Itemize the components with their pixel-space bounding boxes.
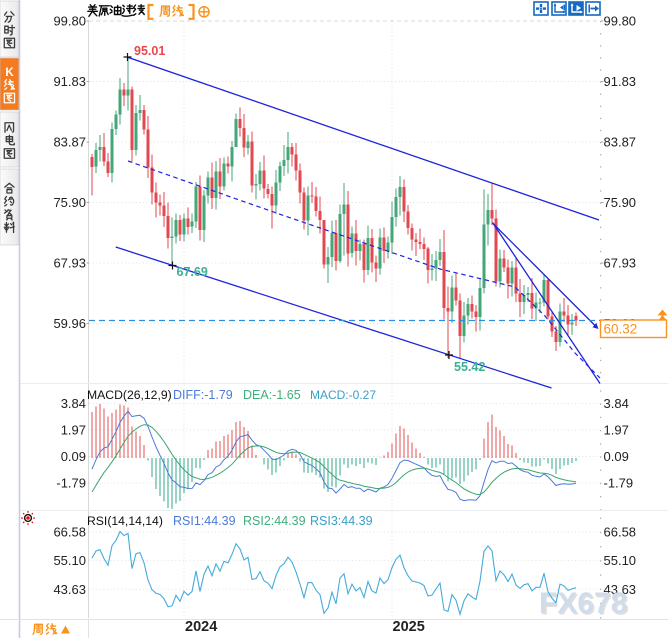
svg-text:59.96: 59.96 [53,316,86,331]
svg-text:RSI2:44.39: RSI2:44.39 [243,514,306,528]
svg-text:91.83: 91.83 [604,74,637,89]
svg-text:43.63: 43.63 [604,582,637,597]
svg-text:91.83: 91.83 [53,74,86,89]
svg-text:66.58: 66.58 [604,524,637,539]
svg-text:MACD:-0.27: MACD:-0.27 [310,388,376,402]
svg-text:FX678: FX678 [539,587,627,620]
svg-text:RSI3:44.39: RSI3:44.39 [310,514,373,528]
svg-text:RSI1:44.39: RSI1:44.39 [173,514,236,528]
svg-text:55.10: 55.10 [604,553,637,568]
svg-text:83.87: 83.87 [53,135,86,150]
svg-text:K: K [5,67,14,79]
svg-text:95.01: 95.01 [134,44,165,58]
svg-text:DEA:-1.65: DEA:-1.65 [243,388,301,402]
svg-text:FX678: FX678 [541,589,629,622]
svg-text:1.97: 1.97 [61,423,86,438]
svg-text:55.42: 55.42 [454,360,485,374]
svg-text:2024: 2024 [185,619,217,635]
svg-text:55.10: 55.10 [53,553,86,568]
svg-text:99.80: 99.80 [53,14,86,29]
svg-text:67.93: 67.93 [53,256,86,271]
svg-text:75.90: 75.90 [604,195,637,210]
svg-text:60.32: 60.32 [604,322,638,337]
svg-text:0.09: 0.09 [604,449,629,464]
svg-text:DIFF:-1.79: DIFF:-1.79 [173,388,233,402]
svg-text:83.87: 83.87 [604,135,637,150]
svg-text:3.84: 3.84 [61,396,86,411]
svg-text:3.84: 3.84 [604,396,629,411]
svg-text:-1.79: -1.79 [56,476,86,491]
svg-text:75.90: 75.90 [53,195,86,210]
svg-text:RSI(14,14,14): RSI(14,14,14) [87,514,163,528]
svg-text:1.97: 1.97 [604,423,629,438]
svg-text:66.58: 66.58 [53,524,86,539]
svg-text:MACD(26,12,9): MACD(26,12,9) [87,388,172,402]
svg-text:2025: 2025 [393,619,425,635]
svg-text:0.09: 0.09 [61,449,86,464]
svg-text:-1.79: -1.79 [604,476,634,491]
svg-text:67.69: 67.69 [177,265,208,279]
svg-text:43.63: 43.63 [53,582,86,597]
svg-text:67.93: 67.93 [604,256,637,271]
svg-text:99.80: 99.80 [604,14,637,29]
